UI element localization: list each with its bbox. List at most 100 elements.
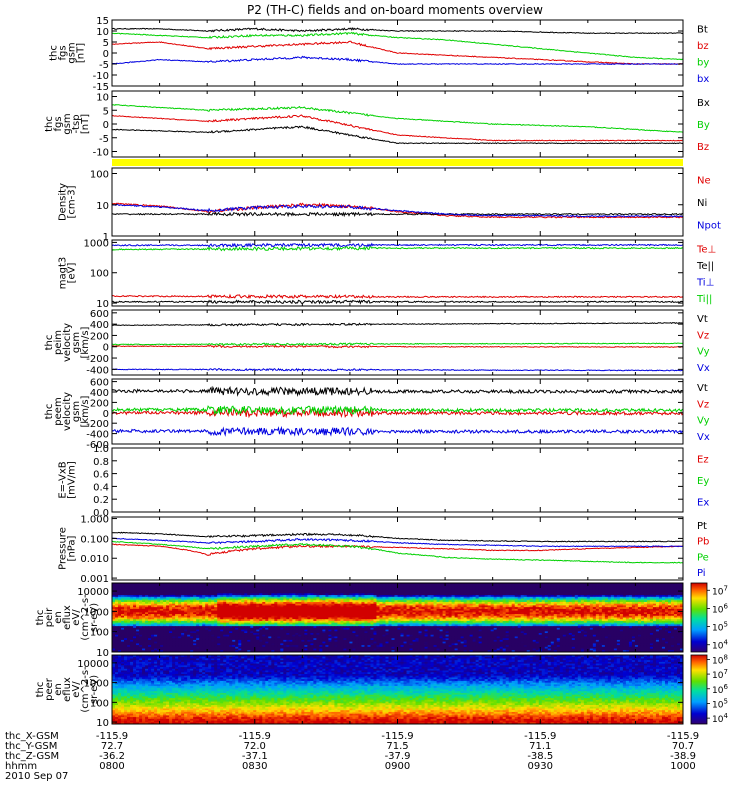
- heatmap-cell: [640, 586, 645, 589]
- heatmap-cell: [355, 591, 359, 594]
- heatmap-cell: [268, 584, 272, 587]
- heatmap-cell: [208, 583, 212, 586]
- heatmap-cell: [328, 586, 332, 589]
- heatmap-cell: [175, 589, 179, 593]
- heatmap-cell: [379, 589, 383, 593]
- heatmap-cell: [637, 593, 642, 596]
- heatmap-cell: [238, 595, 242, 598]
- heatmap-cell: [133, 598, 137, 601]
- heatmap-cell: [274, 583, 278, 586]
- heatmap-cell: [415, 586, 419, 589]
- heatmap-cell: [379, 605, 383, 608]
- heatmap-cell: [412, 584, 416, 587]
- heatmap-cell: [115, 595, 119, 598]
- heatmap-cell: [679, 595, 684, 598]
- heatmap-cell: [484, 601, 489, 605]
- heatmap-cell: [355, 603, 359, 606]
- heatmap-cell: [361, 600, 365, 603]
- heatmap-cell: [646, 591, 651, 594]
- heatmap-cell: [604, 586, 609, 589]
- heatmap-cell: [205, 588, 209, 591]
- heatmap-cell: [442, 596, 446, 599]
- heatmap-cell: [580, 591, 585, 594]
- y-tick-label: 10: [96, 93, 109, 104]
- heatmap-cell: [358, 603, 362, 606]
- heatmap-cell: [343, 595, 347, 598]
- heatmap-cell: [577, 595, 582, 598]
- heatmap-cell: [385, 600, 389, 603]
- heatmap-cell: [664, 588, 669, 591]
- heatmap-cell: [592, 603, 597, 606]
- heatmap-cell: [238, 589, 242, 593]
- heatmap-cell: [397, 603, 401, 606]
- heatmap-cell: [625, 586, 630, 589]
- series-line-Vt: [111, 322, 684, 327]
- heatmap-cell: [505, 595, 510, 598]
- heatmap-cell: [412, 588, 416, 591]
- heatmap-cell: [550, 603, 555, 606]
- heatmap-cell: [628, 588, 633, 591]
- heatmap-cell: [445, 598, 449, 601]
- heatmap-cell: [118, 601, 122, 605]
- heatmap-cell: [427, 584, 431, 587]
- heatmap-cell: [289, 589, 293, 593]
- heatmap-cell: [421, 584, 425, 587]
- heatmap-cell: [313, 583, 317, 586]
- heatmap-cell: [226, 588, 230, 591]
- heatmap-cell: [466, 593, 471, 596]
- heatmap-cell: [247, 589, 251, 593]
- heatmap-cell: [448, 598, 452, 601]
- heatmap-cell: [640, 598, 645, 601]
- heatmap-cell: [466, 603, 471, 606]
- heatmap-cell: [547, 583, 552, 586]
- heatmap-cell: [607, 584, 612, 587]
- heatmap-cell: [463, 591, 468, 594]
- heatmap-cell: [235, 593, 239, 596]
- heatmap-cell: [142, 603, 146, 606]
- y-tick-label: 100: [90, 269, 109, 280]
- heatmap-cell: [463, 584, 468, 587]
- y-axis-label: gsm: [71, 332, 82, 353]
- heatmap-cell: [115, 605, 119, 608]
- heatmap-cell: [418, 589, 422, 593]
- heatmap-cell: [373, 586, 377, 589]
- heatmap-cell: [583, 595, 588, 598]
- heatmap-cell: [280, 593, 284, 596]
- heatmap-cell: [322, 600, 326, 603]
- heatmap-cell: [394, 600, 398, 603]
- heatmap-cell: [301, 600, 305, 603]
- heatmap-cell: [529, 591, 534, 594]
- heatmap-cell: [604, 603, 609, 606]
- heatmap-cell: [349, 601, 353, 605]
- heatmap-cell: [364, 600, 368, 603]
- heatmap-cell: [484, 593, 489, 596]
- heatmap-cell: [517, 603, 522, 606]
- heatmap-cell: [679, 601, 684, 605]
- heatmap-cell: [463, 589, 468, 593]
- heatmap-cell: [568, 586, 573, 589]
- heatmap-cell: [127, 601, 131, 605]
- heatmap-cell: [667, 596, 672, 599]
- heatmap-cell: [202, 605, 206, 608]
- heatmap-cell: [529, 596, 534, 599]
- heatmap-cell: [310, 601, 314, 605]
- heatmap-cell: [223, 601, 227, 605]
- heatmap-cell: [382, 588, 386, 591]
- panel-6: VtVzVyVx6004002000-200-400-600thcpeemvel…: [44, 378, 710, 451]
- heatmap-cell: [409, 584, 413, 587]
- heatmap-cell: [313, 601, 317, 605]
- heatmap-cell: [148, 589, 152, 593]
- heatmap-cell: [139, 605, 143, 608]
- heatmap-cell: [238, 588, 242, 591]
- heatmap-cell: [454, 603, 459, 606]
- heatmap-cell: [652, 589, 657, 593]
- heatmap-cell: [334, 598, 338, 601]
- heatmap-cell: [406, 605, 410, 608]
- heatmap-cell: [430, 598, 434, 601]
- heatmap-cell: [400, 600, 404, 603]
- heatmap-cell: [316, 584, 320, 587]
- heatmap-cell: [136, 601, 140, 605]
- heatmap-cell: [565, 588, 570, 591]
- heatmap-cell: [586, 596, 591, 599]
